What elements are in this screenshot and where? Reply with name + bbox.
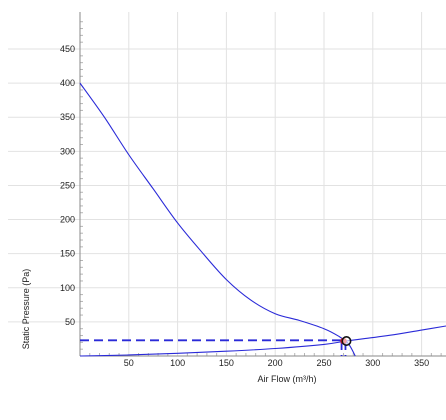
x-tick-label: 200 bbox=[268, 358, 283, 368]
y-tick-label: 300 bbox=[60, 146, 75, 156]
x-tick-label: 150 bbox=[219, 358, 234, 368]
y-tick-label: 250 bbox=[60, 180, 75, 190]
fan-curve-line bbox=[79, 82, 356, 357]
y-tick-label: 100 bbox=[60, 283, 75, 293]
y-tick-label: 150 bbox=[60, 249, 75, 259]
y-tick-label: 200 bbox=[60, 215, 75, 225]
y-tick-label: 400 bbox=[60, 78, 75, 88]
y-tick-label: 50 bbox=[65, 317, 75, 327]
operating-point-marker bbox=[341, 335, 352, 346]
x-tick-label: 100 bbox=[170, 358, 185, 368]
series bbox=[79, 82, 446, 357]
x-tick-label: 250 bbox=[316, 358, 331, 368]
grid bbox=[8, 12, 446, 356]
y-tick-label: 350 bbox=[60, 112, 75, 122]
axes bbox=[79, 12, 446, 357]
y-tick-label: 450 bbox=[60, 44, 75, 54]
markers bbox=[340, 335, 352, 346]
system-curve-line bbox=[79, 325, 446, 357]
x-axis-title: Air Flow (m³/h) bbox=[258, 374, 317, 384]
y-axis-title: Static Pressure (Pa) bbox=[21, 269, 31, 350]
x-tick-label: 300 bbox=[365, 358, 380, 368]
x-tick-label: 50 bbox=[124, 358, 134, 368]
tick-labels: 50 100 150 200 250 300 350 50 100 150 200 250 300 350… bbox=[60, 44, 429, 368]
x-tick-label: 350 bbox=[414, 358, 429, 368]
